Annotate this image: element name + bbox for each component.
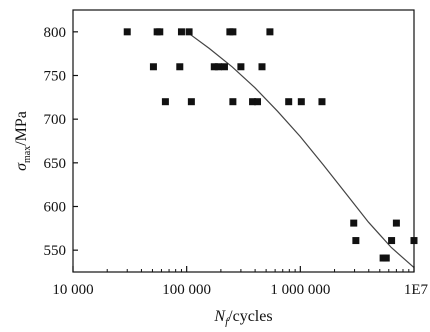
x-tick-label: 10 000 xyxy=(52,282,93,298)
x-tick-label: 100 000 xyxy=(162,282,211,298)
data-point xyxy=(229,28,237,36)
data-point xyxy=(285,98,293,106)
data-point xyxy=(258,63,266,71)
y-tick-label: 750 xyxy=(44,69,67,85)
data-point xyxy=(156,28,164,36)
data-point xyxy=(214,63,222,71)
x-axis-title: Nf/cycles xyxy=(213,308,272,327)
y-axis-title: σmax/MPa xyxy=(13,111,33,171)
data-point xyxy=(266,28,274,36)
y-tick-label: 550 xyxy=(44,243,67,259)
data-point xyxy=(254,98,262,106)
data-point xyxy=(210,63,218,71)
y-tick-label: 800 xyxy=(44,25,67,41)
y-axis-title-symbol: σ xyxy=(13,162,30,171)
x-tick-label: 1 000 000 xyxy=(270,282,330,298)
y-axis-title-unit: /MPa xyxy=(13,111,30,146)
data-point xyxy=(149,63,157,71)
data-point xyxy=(229,98,237,106)
x-axis-title-subscript: f xyxy=(225,316,230,327)
data-point xyxy=(382,254,390,262)
y-tick-label: 650 xyxy=(44,156,67,172)
data-point xyxy=(161,98,169,106)
data-point xyxy=(176,63,184,71)
data-point xyxy=(392,219,400,227)
x-axis-title-symbol: N xyxy=(213,308,226,325)
tick-labels-layer: 550 600 650 700 750 800 10 000 100 000 1 000 000… xyxy=(44,25,429,298)
data-point xyxy=(123,28,131,36)
data-point xyxy=(249,98,257,106)
y-tick-label: 700 xyxy=(44,112,67,128)
data-point xyxy=(237,63,245,71)
data-points-layer xyxy=(123,28,418,262)
plot-frame xyxy=(72,9,415,273)
data-point xyxy=(388,237,396,245)
fit-curve-line xyxy=(186,31,415,269)
y-axis-title-subscript: max xyxy=(22,146,33,163)
data-point xyxy=(350,219,358,227)
data-point xyxy=(352,237,360,245)
x-axis-title-unit: /cycles xyxy=(228,308,272,325)
x-tick-label: 1E7 xyxy=(404,282,429,298)
data-point xyxy=(185,28,193,36)
data-point xyxy=(318,98,326,106)
y-tick-label: 600 xyxy=(44,200,67,216)
data-point xyxy=(220,63,228,71)
data-point xyxy=(187,98,195,106)
data-point xyxy=(297,98,305,106)
fit-curve-layer xyxy=(186,31,415,269)
data-point xyxy=(177,28,185,36)
